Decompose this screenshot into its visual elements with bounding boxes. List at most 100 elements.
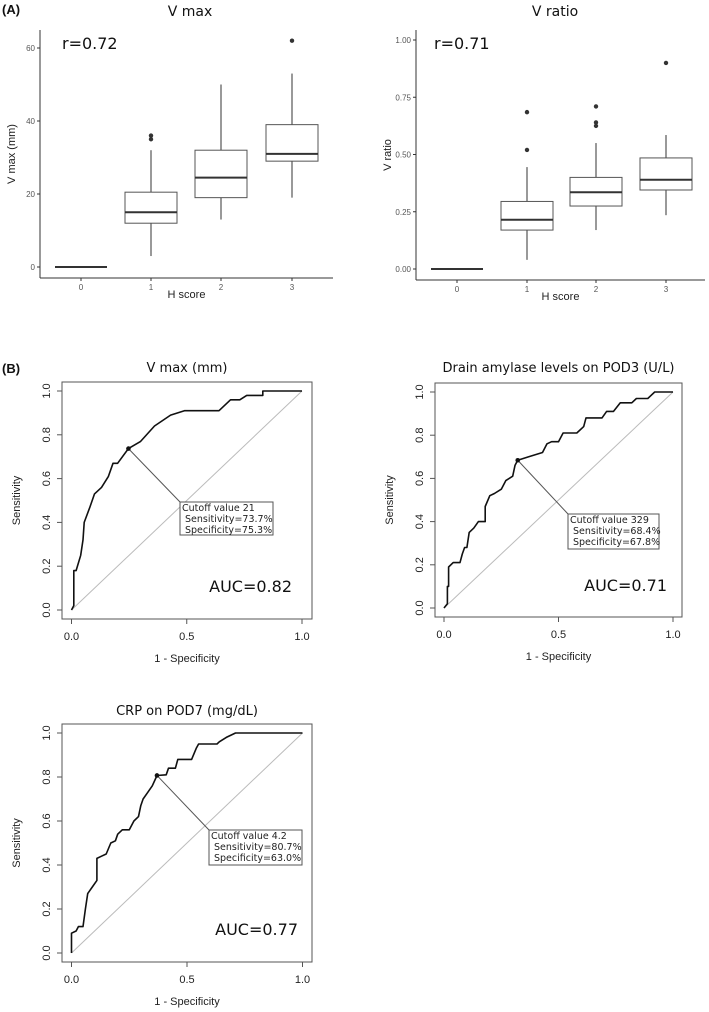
outlier-point <box>289 38 295 43</box>
cutoff-box <box>567 513 660 550</box>
outlier-point <box>524 147 530 153</box>
roc-chart-3: CRP on POD7 (mg/dL) 0.0 0.5 1.0 0.0 0.2 0.4 0.6… <box>11 704 313 1008</box>
y-tick-label: 0.2 <box>41 559 53 574</box>
roc-curve <box>443 391 673 609</box>
outlier-point <box>593 120 599 125</box>
y-tick-label: 0 <box>31 263 36 272</box>
x-tick-label: 2 <box>219 283 224 292</box>
roc-curve <box>70 732 303 953</box>
box-iqr <box>639 157 693 191</box>
box-1 <box>500 109 554 260</box>
y-tick-label: 0.6 <box>414 471 426 486</box>
y-tick-label: 0.8 <box>41 427 53 442</box>
roc-chart-1: V max (mm) 0.0 0.5 1.0 0.0 0.2 0.4 0.6 0.8 1.0 1 -… <box>11 361 313 665</box>
x-tick-label: 0.0 <box>64 631 79 643</box>
y-tick-label: 0.8 <box>414 428 426 443</box>
box-3 <box>265 38 319 198</box>
cutoff-point <box>154 773 160 778</box>
x-axis-label: 1 - Specificity <box>154 653 220 665</box>
panel-label-a: (A) <box>2 2 20 17</box>
y-axis-label: Sensitivity <box>11 475 23 525</box>
y-tick-label: 0.8 <box>41 769 53 784</box>
y-axis-label: V ratio <box>382 139 394 171</box>
x-axis-label: H score <box>542 291 580 303</box>
cutoff-point <box>126 446 131 451</box>
x-tick-label: 1 <box>149 283 154 292</box>
correlation-label: r=0.72 <box>62 34 118 53</box>
y-tick-label: 0.6 <box>41 471 53 486</box>
x-tick-label: 0 <box>455 285 460 294</box>
y-tick-label: 0.4 <box>41 857 53 872</box>
x-tick-label: 0.0 <box>64 974 79 986</box>
y-axis-label: Sensitivity <box>11 818 23 868</box>
box-1 <box>124 133 178 257</box>
y-axis-label: Sensitivity <box>384 475 396 525</box>
cutoff-specificity: Specificity=67.8% <box>573 537 660 548</box>
outlier-point <box>524 109 530 115</box>
x-tick-label: 3 <box>290 283 295 292</box>
y-tick-label: 0.50 <box>395 151 411 160</box>
x-tick-label: 1 <box>525 285 530 294</box>
reference-diagonal <box>71 732 303 954</box>
y-tick-label: 0.0 <box>414 600 426 615</box>
box-iqr <box>194 149 248 199</box>
outlier-point <box>148 137 154 142</box>
box-2 <box>194 84 248 220</box>
boxplot-1: V max r=0.72 0 20 40 60 0 1 2 3 H score V max (mm) <box>6 4 333 301</box>
x-tick-label: 3 <box>664 285 669 294</box>
y-tick-label: 0.2 <box>414 557 426 572</box>
cutoff-value: Cutoff value 21 <box>182 503 255 514</box>
cutoff-value: Cutoff value 329 <box>570 515 649 526</box>
cutoff-box <box>179 501 274 536</box>
cutoff-leader-line <box>517 459 569 515</box>
x-tick-label: 0.5 <box>179 631 194 643</box>
chart-title: V max (mm) <box>147 361 228 376</box>
cutoff-leader-line <box>156 775 210 831</box>
chart-title: V ratio <box>532 4 578 20</box>
box-3 <box>639 60 693 216</box>
y-tick-label: 1.00 <box>395 36 411 45</box>
auc-label: AUC=0.77 <box>215 920 298 939</box>
box-iqr <box>124 191 178 224</box>
x-axis-label: 1 - Specificity <box>154 996 220 1008</box>
cutoff-point <box>515 457 521 463</box>
x-tick-label: 1.0 <box>665 629 680 641</box>
cutoff-sensitivity: Sensitivity=80.7% <box>214 842 302 853</box>
y-tick-label: 0.4 <box>41 515 53 530</box>
cutoff-sensitivity: Sensitivity=68.4% <box>573 526 661 537</box>
x-tick-label: 0 <box>79 283 84 292</box>
roc-curve <box>70 390 302 611</box>
reference-diagonal <box>443 391 674 609</box>
y-tick-label: 0.0 <box>41 602 53 617</box>
y-tick-label: 60 <box>26 44 35 53</box>
auc-label: AUC=0.82 <box>209 577 292 596</box>
correlation-label: r=0.71 <box>434 34 490 53</box>
y-tick-label: 0.6 <box>41 813 53 828</box>
x-tick-label: 1.0 <box>295 974 310 986</box>
cutoff-leader-line <box>128 448 181 503</box>
roc-chart-2: Drain amylase levels on POD3 (U/L) 0.0 0.5… <box>384 361 683 663</box>
boxplot-2: V ratio r=0.71 0.00 0.25 0.50 0.75 1.00 0 1 2 3 H s… <box>382 4 705 303</box>
y-tick-label: 0.0 <box>41 945 53 960</box>
box-2 <box>569 104 623 231</box>
x-tick-label: 1.0 <box>294 631 309 643</box>
cutoff-specificity: Specificity=75.3% <box>185 525 272 536</box>
y-axis-label: V max (mm) <box>6 124 18 184</box>
outlier-point <box>663 60 669 66</box>
x-axis-label: H score <box>168 289 206 301</box>
y-tick-label: 0.00 <box>395 265 411 274</box>
x-tick-label: 0.5 <box>551 629 566 641</box>
y-tick-label: 1.0 <box>414 384 426 399</box>
y-tick-label: 0.2 <box>41 901 53 916</box>
cutoff-box <box>208 829 303 866</box>
cutoff-value: Cutoff value 4.2 <box>211 831 287 842</box>
cutoff-specificity: Specificity=63.0% <box>214 853 301 864</box>
box-iqr <box>500 200 554 231</box>
box-iqr <box>265 124 319 162</box>
chart-title: Drain amylase levels on POD3 (U/L) <box>442 361 674 376</box>
x-tick-label: 0.0 <box>436 629 451 641</box>
outlier-point <box>593 123 599 129</box>
y-tick-label: 1.0 <box>41 725 53 740</box>
x-axis-label: 1 - Specificity <box>526 651 592 663</box>
